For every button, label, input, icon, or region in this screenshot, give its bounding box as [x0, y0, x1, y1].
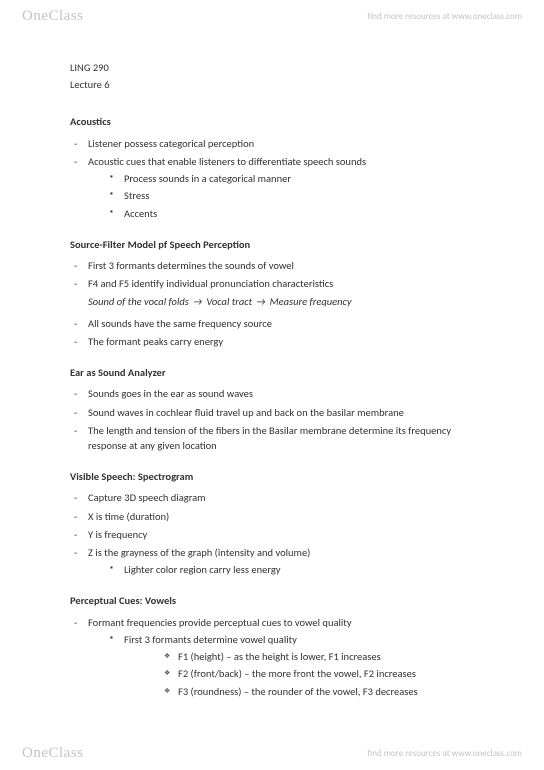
section-acoustics-title: Acoustics	[70, 114, 474, 129]
list-item: Capture 3D speech diagram	[70, 490, 474, 505]
logo-bottom: OneClass	[22, 745, 84, 762]
list-item: Accents	[88, 206, 474, 221]
vowels-list: Formant frequencies provide perceptual c…	[70, 615, 474, 699]
list-item: Y is frequency	[70, 527, 474, 542]
document-page: LING 290 Lecture 6 Acoustics Listener po…	[0, 0, 544, 742]
sublist: Lighter color region carry less energy	[88, 562, 474, 577]
list-item: Stress	[88, 188, 474, 203]
sourcefilter-list-2: All sounds have the same frequency sourc…	[70, 316, 474, 349]
list-text: Acoustic cues that enable listeners to d…	[88, 155, 366, 168]
acoustics-list: Listener possess categorical perception …	[70, 136, 474, 221]
section-sourcefilter-title: Source-Filter Model pf Speech Perception	[70, 237, 474, 252]
link-bottom: find more resources at www.oneclass.com	[367, 748, 522, 759]
list-item: First 3 formants determines the sounds o…	[70, 258, 474, 273]
lecture-number: Lecture 6	[70, 77, 474, 92]
list-item: Formant frequencies provide perceptual c…	[70, 615, 474, 699]
link-top: find more resources at www.oneclass.com	[367, 11, 522, 22]
list-item: F2 (front/back) – the more front the vow…	[124, 666, 474, 681]
flow-step: Sound of the vocal folds	[88, 295, 189, 308]
logo-top: OneClass	[22, 8, 84, 25]
list-item: Listener possess categorical perception	[70, 136, 474, 151]
section-spectrogram-title: Visible Speech: Spectrogram	[70, 469, 474, 484]
list-text: First 3 formants determine vowel quality	[124, 633, 297, 646]
list-item: F3 (roundness) – the rounder of the vowe…	[124, 684, 474, 699]
subsublist: F1 (height) – as the height is lower, F1…	[124, 649, 474, 699]
list-item: The formant peaks carry energy	[70, 334, 474, 349]
list-item: First 3 formants determine vowel quality…	[88, 632, 474, 699]
list-item: Process sounds in a categorical manner	[88, 171, 474, 186]
list-item: Lighter color region carry less energy	[88, 562, 474, 577]
list-item: Sounds goes in the ear as sound waves	[70, 386, 474, 401]
flow-step: Measure frequency	[270, 295, 352, 308]
spectrogram-list: Capture 3D speech diagram X is time (dur…	[70, 490, 474, 577]
ear-list: Sounds goes in the ear as sound waves So…	[70, 386, 474, 453]
arrow-icon: →	[256, 295, 266, 308]
sublist: First 3 formants determine vowel quality…	[88, 632, 474, 699]
arrow-icon: →	[193, 295, 203, 308]
watermark-top: OneClass find more resources at www.onec…	[22, 8, 522, 25]
list-item: All sounds have the same frequency sourc…	[70, 316, 474, 331]
list-item: Z is the grayness of the graph (intensit…	[70, 545, 474, 577]
flow-step: Vocal tract	[206, 295, 252, 308]
list-text: Z is the grayness of the graph (intensit…	[88, 546, 310, 559]
list-item: F4 and F5 identify individual pronunciat…	[70, 276, 474, 291]
section-vowels-title: Perceptual Cues: Vowels	[70, 593, 474, 608]
list-item: The length and tension of the fibers in …	[70, 423, 474, 453]
sublist: Process sounds in a categorical manner S…	[88, 171, 474, 221]
flow-diagram: Sound of the vocal folds→Vocal tract→Mea…	[70, 294, 474, 309]
list-item: X is time (duration)	[70, 509, 474, 524]
course-code: LING 290	[70, 60, 474, 75]
section-ear-title: Ear as Sound Analyzer	[70, 365, 474, 380]
list-item: Sound waves in cochlear fluid travel up …	[70, 405, 474, 420]
list-text: Formant frequencies provide perceptual c…	[88, 616, 352, 629]
watermark-bottom: OneClass find more resources at www.onec…	[22, 745, 522, 762]
sourcefilter-list: First 3 formants determines the sounds o…	[70, 258, 474, 291]
list-item: Acoustic cues that enable listeners to d…	[70, 154, 474, 221]
list-item: F1 (height) – as the height is lower, F1…	[124, 649, 474, 664]
